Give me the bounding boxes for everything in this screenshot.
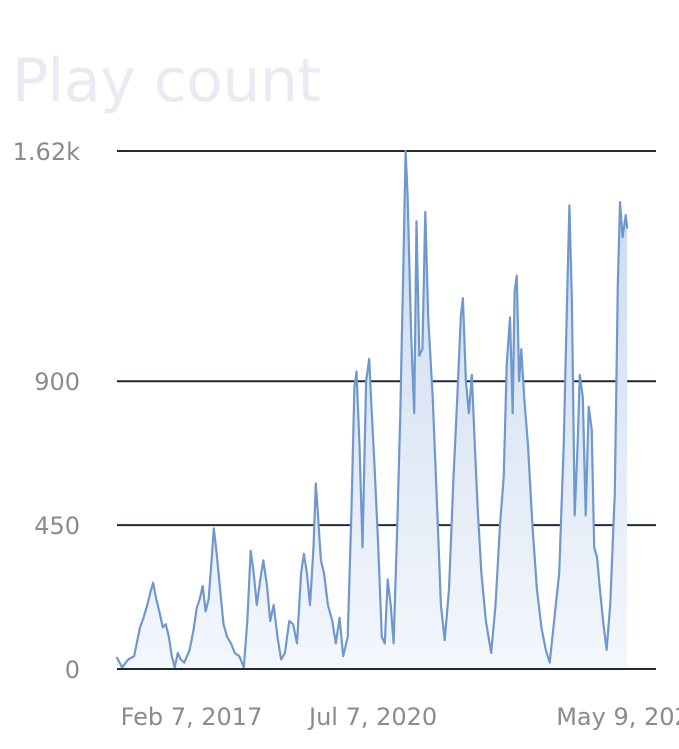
y-tick-label: 900 [34, 368, 80, 396]
y-axis-ticks: 0 450 900 1.62k [13, 138, 80, 684]
x-tick-label: Feb 7, 2017 [121, 703, 263, 731]
y-tick-label: 0 [65, 656, 80, 684]
x-tick-label: Jul 7, 2020 [307, 703, 437, 731]
x-axis-ticks: Feb 7, 2017 Jul 7, 2020 May 9, 2025 [121, 703, 679, 731]
y-tick-label: 1.62k [13, 138, 80, 166]
chart-title: Play count [12, 46, 321, 116]
y-tick-label: 450 [34, 512, 80, 540]
x-tick-label: May 9, 2025 [556, 703, 679, 731]
area-layer [115, 149, 656, 670]
series-line-0 [115, 149, 629, 669]
